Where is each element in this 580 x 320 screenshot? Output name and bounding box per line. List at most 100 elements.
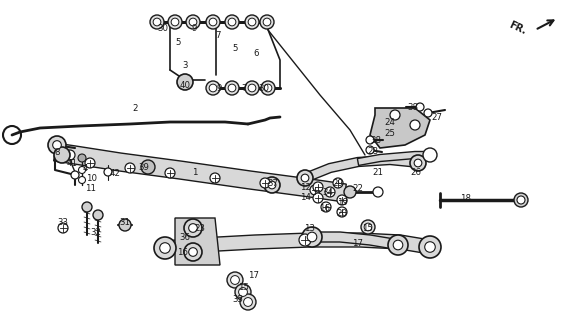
Text: 7: 7: [241, 84, 246, 92]
Circle shape: [299, 234, 311, 246]
Text: 2: 2: [132, 103, 138, 113]
Circle shape: [245, 15, 259, 29]
Text: 16: 16: [320, 204, 331, 212]
Circle shape: [424, 109, 432, 117]
Circle shape: [344, 186, 356, 198]
Text: 12: 12: [300, 182, 311, 191]
Circle shape: [188, 248, 197, 256]
Circle shape: [225, 15, 239, 29]
Circle shape: [248, 84, 256, 92]
Circle shape: [58, 223, 68, 233]
Circle shape: [321, 202, 331, 212]
Circle shape: [414, 159, 422, 167]
Circle shape: [238, 288, 248, 296]
Circle shape: [263, 18, 271, 26]
Text: 14: 14: [300, 193, 311, 202]
Text: 26: 26: [411, 167, 422, 177]
Circle shape: [393, 240, 403, 250]
Circle shape: [228, 18, 236, 26]
Text: 7: 7: [215, 30, 221, 39]
Text: 42: 42: [110, 169, 121, 178]
Text: 13: 13: [304, 223, 316, 233]
Circle shape: [82, 202, 92, 212]
Text: 16: 16: [177, 247, 188, 257]
Circle shape: [248, 18, 256, 26]
Text: 6: 6: [253, 49, 259, 58]
Circle shape: [373, 187, 383, 197]
Circle shape: [141, 160, 155, 174]
Text: 39: 39: [139, 163, 150, 172]
Text: 38: 38: [408, 102, 419, 111]
Circle shape: [245, 81, 259, 95]
Circle shape: [71, 171, 79, 179]
Circle shape: [65, 150, 75, 160]
Text: 37: 37: [267, 179, 278, 188]
Text: 33: 33: [57, 218, 68, 227]
Text: 15: 15: [238, 284, 249, 292]
Text: 9: 9: [216, 84, 222, 92]
Circle shape: [264, 84, 272, 92]
Circle shape: [517, 196, 525, 204]
Text: 23: 23: [194, 223, 205, 233]
Circle shape: [78, 177, 85, 183]
Text: 1: 1: [192, 167, 198, 177]
Text: 18: 18: [461, 194, 472, 203]
Polygon shape: [54, 143, 346, 202]
Text: 24: 24: [385, 117, 396, 126]
Text: 30: 30: [259, 84, 270, 92]
Text: 5: 5: [175, 37, 181, 46]
Text: FR.: FR.: [508, 20, 528, 36]
Circle shape: [337, 195, 347, 205]
Polygon shape: [310, 232, 401, 250]
Text: 5: 5: [232, 44, 238, 52]
Circle shape: [297, 170, 313, 186]
Polygon shape: [370, 108, 430, 148]
Circle shape: [419, 236, 441, 258]
Circle shape: [260, 178, 270, 188]
Text: 11: 11: [85, 183, 96, 193]
Text: 36: 36: [179, 233, 190, 242]
Circle shape: [361, 220, 375, 234]
Circle shape: [390, 110, 400, 120]
Circle shape: [240, 294, 256, 310]
Text: 31: 31: [119, 218, 130, 227]
Circle shape: [54, 147, 70, 163]
Text: 9: 9: [191, 23, 197, 33]
Circle shape: [310, 185, 320, 195]
Circle shape: [153, 18, 161, 26]
Circle shape: [366, 136, 374, 144]
Text: 25: 25: [385, 129, 396, 138]
Circle shape: [171, 18, 179, 26]
Circle shape: [333, 178, 343, 188]
Text: 15: 15: [362, 223, 374, 233]
Polygon shape: [175, 218, 220, 265]
Polygon shape: [357, 151, 430, 165]
Text: 17: 17: [248, 271, 259, 281]
Circle shape: [209, 18, 217, 26]
Circle shape: [235, 284, 251, 300]
Circle shape: [85, 158, 95, 168]
Circle shape: [366, 146, 374, 154]
Text: 4: 4: [82, 164, 88, 172]
Circle shape: [119, 219, 131, 231]
Circle shape: [206, 81, 220, 95]
Text: 20: 20: [336, 209, 347, 218]
Text: 19: 19: [336, 197, 347, 206]
Circle shape: [104, 168, 112, 176]
Text: 27: 27: [432, 113, 443, 122]
Circle shape: [186, 15, 200, 29]
Text: 10: 10: [86, 173, 97, 182]
Circle shape: [209, 84, 217, 92]
Circle shape: [423, 148, 437, 162]
Circle shape: [244, 298, 252, 307]
Circle shape: [184, 243, 202, 261]
Text: 38: 38: [371, 135, 382, 145]
Circle shape: [184, 219, 202, 237]
Circle shape: [189, 18, 197, 26]
Text: 41: 41: [67, 158, 78, 167]
Circle shape: [210, 173, 220, 183]
Circle shape: [93, 210, 103, 220]
Circle shape: [206, 15, 220, 29]
Text: 17: 17: [353, 238, 364, 247]
Circle shape: [53, 141, 61, 149]
